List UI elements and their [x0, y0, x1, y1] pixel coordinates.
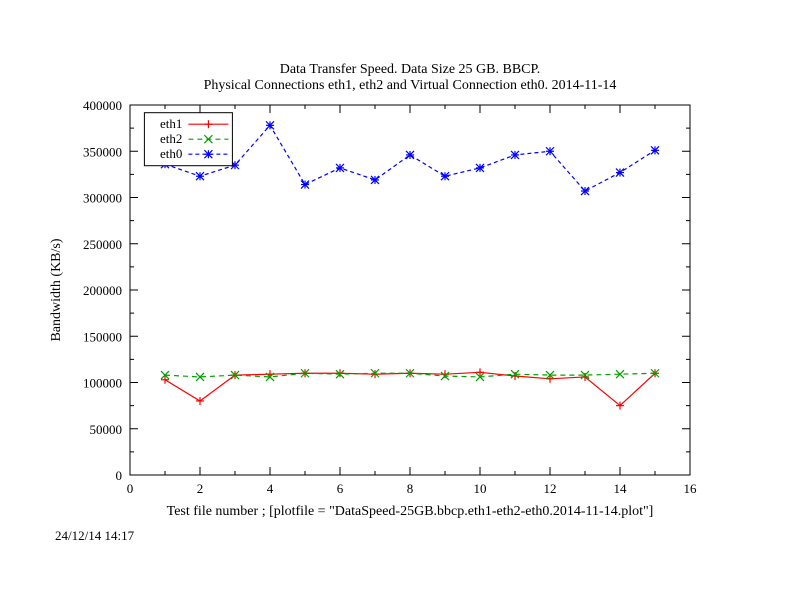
x-tick-label: 4 — [267, 481, 274, 496]
y-tick-label: 300000 — [83, 191, 122, 206]
legend-label-eth0: eth0 — [160, 146, 182, 161]
footer-timestamp: 24/12/14 14:17 — [55, 528, 135, 543]
legend: eth1eth2eth0 — [144, 113, 232, 166]
chart-title-line1: Data Transfer Speed. Data Size 25 GB. BB… — [280, 62, 541, 77]
x-tick-label: 0 — [127, 481, 134, 496]
y-tick-label: 50000 — [90, 422, 123, 437]
x-tick-label: 12 — [544, 481, 557, 496]
y-axis-label: Bandwidth (KB/s) — [49, 238, 64, 341]
x-tick-label: 6 — [337, 481, 344, 496]
y-tick-label: 250000 — [83, 237, 122, 252]
x-tick-label: 14 — [614, 481, 628, 496]
y-tick-label: 200000 — [83, 283, 122, 298]
x-tick-label: 2 — [197, 481, 204, 496]
legend-label-eth1: eth1 — [160, 116, 182, 131]
x-axis-label: Test file number ; [plotfile = "DataSpee… — [167, 504, 654, 519]
chart-container: Data Transfer Speed. Data Size 25 GB. BB… — [0, 0, 792, 612]
y-tick-label: 350000 — [83, 144, 122, 159]
chart-svg: Data Transfer Speed. Data Size 25 GB. BB… — [0, 0, 792, 612]
y-tick-label: 100000 — [83, 376, 122, 391]
y-tick-label: 400000 — [83, 98, 122, 113]
y-tick-label: 0 — [116, 468, 123, 483]
series-eth0 — [161, 121, 659, 195]
chart-title-line2: Physical Connections eth1, eth2 and Virt… — [204, 78, 617, 93]
legend-label-eth2: eth2 — [160, 131, 182, 146]
y-tick-label: 150000 — [83, 329, 122, 344]
x-tick-label: 10 — [474, 481, 487, 496]
x-tick-label: 8 — [407, 481, 414, 496]
x-tick-label: 16 — [684, 481, 698, 496]
